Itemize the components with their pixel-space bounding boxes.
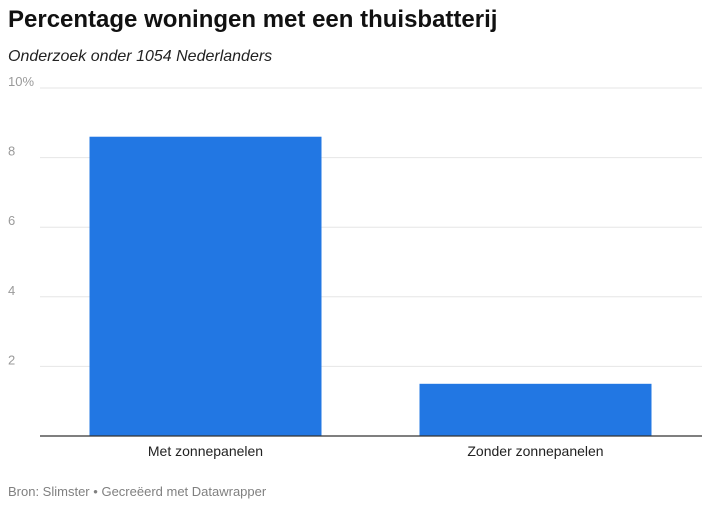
bar <box>419 383 652 436</box>
chart-footer: Bron: Slimster • Gecreëerd met Datawrapp… <box>8 484 266 499</box>
y-tick-label: 10% <box>8 74 34 89</box>
y-tick-label: 6 <box>8 213 15 228</box>
y-axis-tick-labels: 2 4 6 8 10% <box>8 74 34 367</box>
category-label: Zonder zonnepanelen <box>467 443 603 459</box>
y-tick-label: 8 <box>8 144 15 159</box>
credit-note: Gecreëerd met Datawrapper <box>101 484 267 499</box>
y-tick-label: 2 <box>8 352 15 367</box>
bars <box>89 136 652 436</box>
chart-subtitle: Onderzoek onder 1054 Nederlanders <box>8 48 273 65</box>
category-label: Met zonnepanelen <box>148 443 263 459</box>
source-note: Bron: Slimster <box>8 484 90 499</box>
x-axis-category-labels: Met zonnepanelen Zonder zonnepanelen <box>148 443 604 459</box>
bar-chart: 2 4 6 8 10% Met zonnepanelen Zonder zonnepane… <box>8 74 702 459</box>
footer-separator: • <box>93 484 98 499</box>
bar <box>89 136 322 436</box>
y-tick-label: 4 <box>8 283 15 298</box>
chart-title: Percentage woningen met een thuisbatteri… <box>8 6 498 33</box>
